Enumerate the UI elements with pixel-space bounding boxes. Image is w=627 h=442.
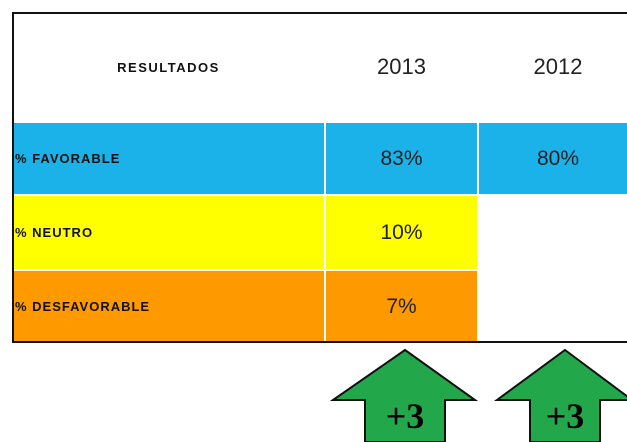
arrow-label: +3 bbox=[386, 396, 425, 436]
arrow-label: +3 bbox=[546, 396, 585, 436]
header-cell: RESULTADOS bbox=[117, 59, 220, 75]
value-cell: 80% bbox=[478, 122, 627, 195]
row-label: % DESFAVORABLE bbox=[12, 270, 325, 343]
header-cell: 2013 bbox=[377, 54, 426, 79]
arrow bbox=[329, 348, 479, 442]
row-label: % NEUTRO bbox=[12, 195, 325, 270]
table-border bbox=[12, 12, 627, 343]
row-label: % FAVORABLE bbox=[12, 122, 325, 195]
value-cell: 10% bbox=[325, 195, 478, 270]
value-cell: 83% bbox=[325, 122, 478, 195]
value-cell: 7% bbox=[325, 270, 478, 343]
header-cell: 2012 bbox=[533, 54, 583, 79]
